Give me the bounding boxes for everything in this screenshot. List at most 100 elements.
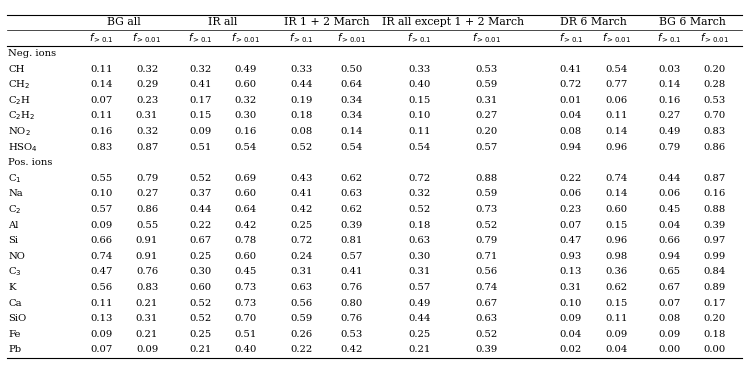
Text: 0.70: 0.70 [704, 111, 726, 120]
Text: 0.21: 0.21 [189, 345, 211, 354]
Text: Neg. ions: Neg. ions [8, 49, 56, 58]
Text: 0.52: 0.52 [408, 205, 431, 214]
Text: 0.57: 0.57 [476, 143, 498, 152]
Text: 0.63: 0.63 [408, 236, 431, 245]
Text: 0.19: 0.19 [291, 96, 312, 105]
Text: 0.65: 0.65 [658, 268, 681, 276]
Text: 0.31: 0.31 [291, 268, 312, 276]
Text: $f_{>0.1}$: $f_{>0.1}$ [407, 31, 432, 45]
Text: C$_2$: C$_2$ [8, 203, 22, 216]
Text: 0.25: 0.25 [189, 330, 211, 339]
Text: 0.09: 0.09 [136, 345, 158, 354]
Text: 0.30: 0.30 [234, 111, 257, 120]
Text: 0.41: 0.41 [189, 80, 211, 89]
Text: 0.07: 0.07 [91, 96, 113, 105]
Text: 0.00: 0.00 [704, 345, 726, 354]
Text: 0.50: 0.50 [340, 65, 363, 74]
Text: 0.22: 0.22 [189, 220, 211, 230]
Text: 0.04: 0.04 [605, 345, 628, 354]
Text: 0.26: 0.26 [291, 330, 312, 339]
Text: 0.52: 0.52 [189, 174, 211, 183]
Text: Pb: Pb [8, 345, 22, 354]
Text: 0.44: 0.44 [658, 174, 681, 183]
Text: 0.31: 0.31 [136, 111, 158, 120]
Text: 0.55: 0.55 [136, 220, 158, 230]
Text: 0.16: 0.16 [704, 189, 726, 199]
Text: 0.09: 0.09 [91, 330, 113, 339]
Text: Pos. ions: Pos. ions [8, 158, 52, 167]
Text: 0.28: 0.28 [704, 80, 726, 89]
Text: 0.15: 0.15 [605, 220, 628, 230]
Text: 0.21: 0.21 [136, 330, 158, 339]
Text: 0.13: 0.13 [91, 314, 113, 323]
Text: 0.72: 0.72 [560, 80, 582, 89]
Text: 0.32: 0.32 [136, 65, 158, 74]
Text: 0.07: 0.07 [91, 345, 113, 354]
Text: 0.21: 0.21 [408, 345, 431, 354]
Text: 0.64: 0.64 [340, 80, 363, 89]
Text: 0.60: 0.60 [189, 283, 211, 292]
Text: 0.94: 0.94 [658, 252, 681, 261]
Text: 0.67: 0.67 [476, 299, 497, 308]
Text: 0.33: 0.33 [291, 65, 312, 74]
Text: 0.79: 0.79 [476, 236, 498, 245]
Text: 0.16: 0.16 [658, 96, 681, 105]
Text: 0.31: 0.31 [136, 314, 158, 323]
Text: $f_{>0.01}$: $f_{>0.01}$ [231, 31, 260, 45]
Text: 0.20: 0.20 [704, 314, 726, 323]
Text: 0.23: 0.23 [136, 96, 158, 105]
Text: 0.49: 0.49 [234, 65, 257, 74]
Text: $f_{>0.01}$: $f_{>0.01}$ [336, 31, 366, 45]
Text: 0.72: 0.72 [408, 174, 431, 183]
Text: 0.47: 0.47 [91, 268, 113, 276]
Text: 0.06: 0.06 [605, 96, 628, 105]
Text: NO$_2$: NO$_2$ [8, 125, 31, 138]
Text: 0.86: 0.86 [136, 205, 158, 214]
Text: CH$_2$: CH$_2$ [8, 78, 31, 91]
Text: 0.04: 0.04 [560, 330, 582, 339]
Text: 0.18: 0.18 [408, 220, 431, 230]
Text: 0.87: 0.87 [704, 174, 726, 183]
Text: 0.11: 0.11 [91, 299, 113, 308]
Text: 0.79: 0.79 [658, 143, 681, 152]
Text: 0.86: 0.86 [704, 143, 726, 152]
Text: 0.56: 0.56 [476, 268, 497, 276]
Text: 0.10: 0.10 [91, 189, 113, 199]
Text: $f_{>0.1}$: $f_{>0.1}$ [89, 31, 114, 45]
Text: 0.44: 0.44 [189, 205, 211, 214]
Text: 0.08: 0.08 [560, 127, 582, 136]
Text: 0.04: 0.04 [560, 111, 582, 120]
Text: 0.00: 0.00 [658, 345, 681, 354]
Text: 0.30: 0.30 [408, 252, 431, 261]
Text: 0.02: 0.02 [560, 345, 582, 354]
Text: 0.49: 0.49 [658, 127, 681, 136]
Text: 0.32: 0.32 [136, 127, 158, 136]
Text: C$_2$H: C$_2$H [8, 94, 31, 107]
Text: 0.27: 0.27 [476, 111, 498, 120]
Text: 0.07: 0.07 [658, 299, 681, 308]
Text: 0.52: 0.52 [291, 143, 312, 152]
Text: 0.99: 0.99 [704, 252, 726, 261]
Text: 0.39: 0.39 [340, 220, 363, 230]
Text: 0.52: 0.52 [189, 299, 211, 308]
Text: 0.74: 0.74 [476, 283, 498, 292]
Text: 0.42: 0.42 [340, 345, 363, 354]
Text: 0.20: 0.20 [704, 65, 726, 74]
Text: 0.25: 0.25 [408, 330, 431, 339]
Text: 0.25: 0.25 [189, 252, 211, 261]
Text: 0.44: 0.44 [408, 314, 431, 323]
Text: 0.09: 0.09 [658, 330, 681, 339]
Text: 0.22: 0.22 [291, 345, 312, 354]
Text: 0.62: 0.62 [605, 283, 628, 292]
Text: 0.88: 0.88 [704, 205, 726, 214]
Text: 0.55: 0.55 [91, 174, 113, 183]
Text: 0.89: 0.89 [704, 283, 726, 292]
Text: IR 1 + 2 March: IR 1 + 2 March [284, 18, 369, 27]
Text: 0.74: 0.74 [605, 174, 628, 183]
Text: 0.83: 0.83 [91, 143, 113, 152]
Text: 0.59: 0.59 [476, 189, 498, 199]
Text: 0.70: 0.70 [234, 314, 257, 323]
Text: 0.25: 0.25 [291, 220, 312, 230]
Text: 0.76: 0.76 [136, 268, 158, 276]
Text: $f_{>0.1}$: $f_{>0.1}$ [188, 31, 213, 45]
